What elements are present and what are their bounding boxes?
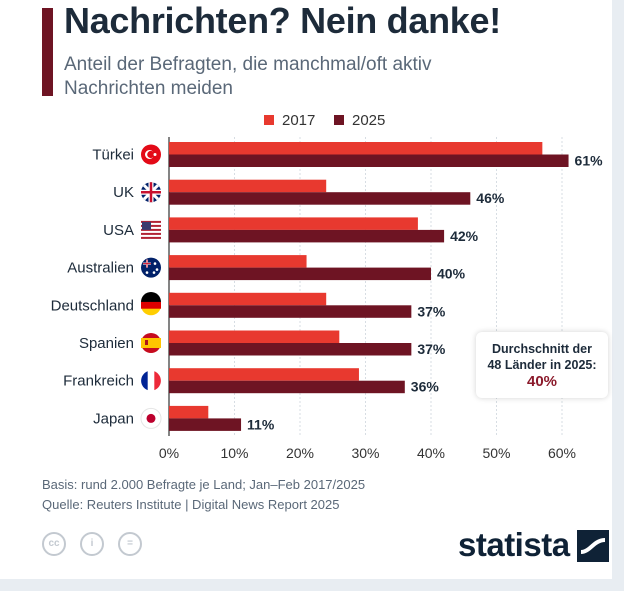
legend-item-2025: 2025 xyxy=(334,111,385,131)
data-label-2025: 36% xyxy=(411,379,440,395)
data-label-2025: 42% xyxy=(450,228,479,244)
statista-logo-mark-icon xyxy=(577,530,609,562)
x-tick-label: 30% xyxy=(351,445,379,461)
data-label-2025: 40% xyxy=(437,266,466,282)
bar-2025 xyxy=(169,305,412,318)
bar-2025 xyxy=(169,192,471,205)
average-callout: Durchschnitt der 48 Länder in 2025: 40% xyxy=(476,332,608,398)
cc-icon[interactable]: cc xyxy=(42,532,66,556)
flag-japan-sun xyxy=(146,413,156,423)
legend-swatch-2025 xyxy=(334,114,344,125)
flag-france-red xyxy=(154,371,161,391)
bar-2025 xyxy=(169,154,569,167)
category-label: Australien xyxy=(67,260,134,277)
bar-2025 xyxy=(169,380,405,394)
x-tick-label: 50% xyxy=(482,445,510,461)
bar-2017 xyxy=(169,330,340,343)
bar-2025 xyxy=(169,418,242,431)
flag-australia-star xyxy=(155,268,159,271)
bar-chart: 0% 10% 20% 30% 40% 50% 60% 61% Türkei 46% UK 42% USA… xyxy=(51,137,604,461)
bar-2017 xyxy=(169,292,327,306)
data-label-2025: 37% xyxy=(417,341,446,357)
average-label-line2: 48 Länder in 2025: xyxy=(487,358,597,372)
bar-2025 xyxy=(169,343,412,356)
bar-2017 xyxy=(169,255,307,268)
footer-source: Quelle: Reuters Institute | Digital News… xyxy=(42,497,340,512)
title-accent-bar xyxy=(42,8,53,96)
x-tick-label: 60% xyxy=(548,445,576,461)
data-label-2025: 37% xyxy=(417,303,446,319)
flag-germany-black xyxy=(141,292,161,302)
average-label-line1: Durchschnitt der xyxy=(491,342,592,356)
category-label: UK xyxy=(113,184,134,201)
chart-title: Nachrichten? Nein danke! xyxy=(64,0,501,41)
chart-card: Nachrichten? Nein danke! Anteil der Befr… xyxy=(0,0,612,579)
bar-2025 xyxy=(169,267,431,281)
x-tick-label: 10% xyxy=(220,445,248,461)
average-value: 40% xyxy=(526,373,558,390)
bar-2017 xyxy=(169,217,418,230)
no-derivatives-icon[interactable]: = xyxy=(118,532,142,556)
x-tick-label: 0% xyxy=(159,445,179,461)
bar-2025 xyxy=(169,229,445,243)
flag-australia-star xyxy=(153,262,157,265)
flag-spain-emblem xyxy=(145,340,148,345)
legend: 2017 2025 xyxy=(0,111,612,131)
flag-germany-red xyxy=(141,301,161,309)
flag-usa-canton xyxy=(142,221,151,230)
bar-2017 xyxy=(169,405,209,419)
data-label-2025: 46% xyxy=(476,190,505,206)
flag-australia-star xyxy=(152,271,156,274)
category-label: Japan xyxy=(93,410,134,427)
statista-logo[interactable]: statista xyxy=(458,526,570,563)
x-tick-label: 20% xyxy=(286,445,314,461)
bar-2017 xyxy=(169,179,327,193)
category-label: Türkei xyxy=(92,147,134,164)
category-label: Deutschland xyxy=(51,297,134,314)
footer-basis: Basis: rund 2.000 Befragte je Land; Jan–… xyxy=(42,477,366,492)
chart-subtitle: Anteil der Befragten, die manchmal/oft a… xyxy=(64,54,432,99)
x-tick-label: 40% xyxy=(417,445,445,461)
category-label: Frankreich xyxy=(63,373,134,390)
flag-spain-yellow xyxy=(141,338,161,348)
bar-2017 xyxy=(169,368,359,381)
flag-australia-icon xyxy=(141,257,161,278)
legend-swatch-2017 xyxy=(264,114,274,125)
flag-turkey-crescent-inner xyxy=(147,150,155,159)
flag-france-blue xyxy=(141,371,148,391)
legend-label-2025: 2025 xyxy=(352,112,386,129)
data-label-2025: 11% xyxy=(247,416,275,432)
legend-label-2017: 2017 xyxy=(282,112,316,129)
flag-usa-stripe xyxy=(141,232,161,235)
flag-turkey-star xyxy=(153,153,157,156)
category-label: Spanien xyxy=(79,335,134,352)
flag-usa-stripe xyxy=(141,236,161,239)
category-label: USA xyxy=(103,222,134,239)
attribution-icon[interactable]: i xyxy=(80,532,104,556)
flag-australia-star xyxy=(145,271,149,274)
data-label-2025: 61% xyxy=(575,153,604,169)
legend-item-2017: 2017 xyxy=(264,111,315,131)
bar-2017 xyxy=(169,142,543,155)
